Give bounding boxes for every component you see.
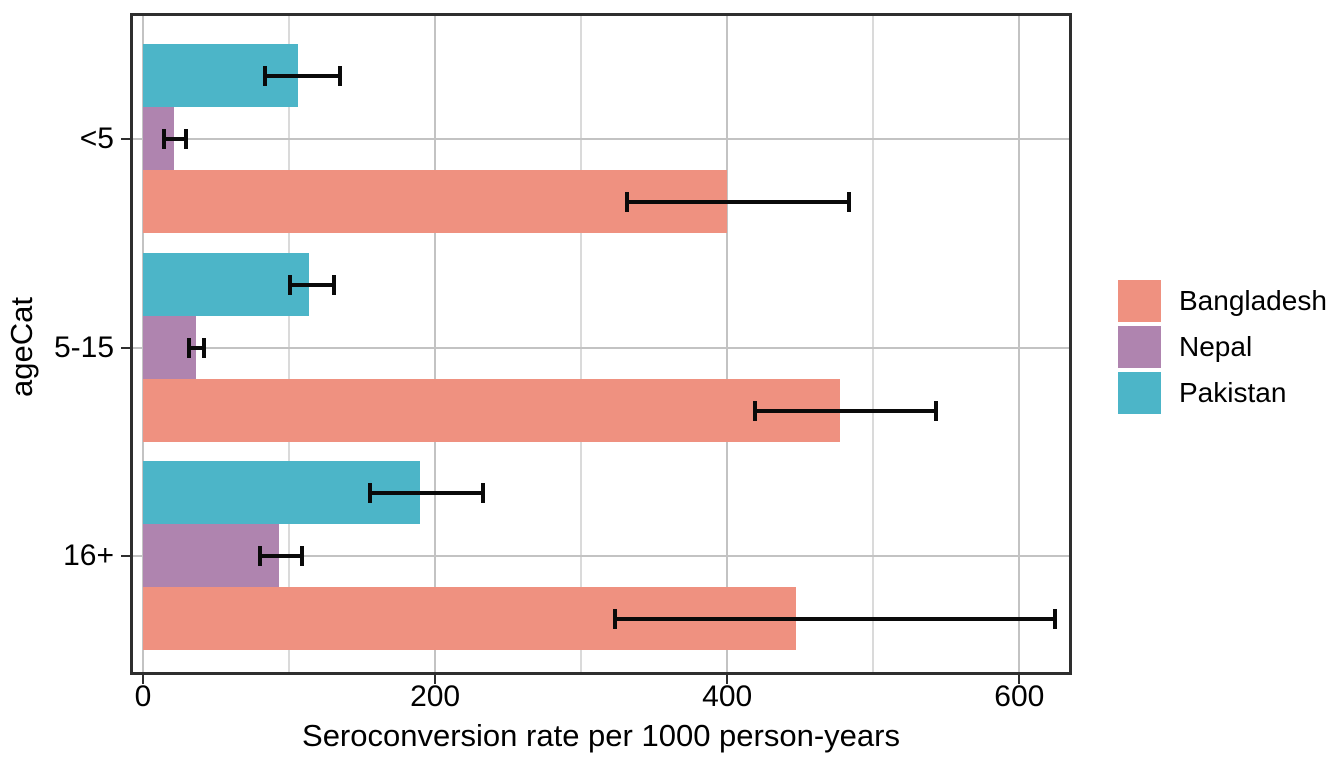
x-tick-label-400: 400	[702, 680, 753, 713]
gridline-major-y-<5	[130, 137, 1072, 140]
x-tick-label-600: 600	[994, 680, 1045, 713]
legend-entry-nepal: Nepal	[1118, 326, 1338, 368]
errorbar-line	[258, 553, 304, 558]
x-tick-600	[1018, 675, 1021, 684]
errorbar-line	[753, 408, 938, 413]
errorbar-cap-low	[258, 545, 263, 566]
legend-swatch-nepal	[1118, 326, 1161, 368]
gridline-minor-x-300	[580, 13, 583, 675]
errorbar-bangladesh-<5	[624, 191, 852, 212]
errorbar-cap-low	[753, 400, 758, 421]
errorbar-line	[161, 136, 189, 141]
legend-swatch-pakistan	[1118, 372, 1161, 414]
y-tick-label-5-15: 5-15	[53, 330, 114, 364]
gridline-major-x-400	[726, 13, 729, 675]
x-tick-200	[434, 675, 437, 684]
errorbar-nepal-5-15	[186, 337, 206, 358]
errorbar-cap-high	[847, 191, 852, 212]
errorbar-cap-high	[201, 337, 206, 358]
legend-label-bangladesh: Bangladesh	[1179, 285, 1327, 316]
bar-nepal-16+	[143, 524, 279, 587]
y-tick-label-<5: <5	[79, 121, 114, 155]
errorbar-bangladesh-16+	[613, 608, 1058, 629]
x-axis-title: Seroconversion rate per 1000 person-year…	[302, 718, 900, 753]
plot-panel	[130, 13, 1072, 675]
bar-nepal-5-15	[143, 316, 196, 379]
gridline-minor-x-500	[872, 13, 875, 675]
errorbar-cap-low	[624, 191, 629, 212]
gridline-major-x-200	[434, 13, 437, 675]
y-tick-label-16+: 16+	[63, 538, 114, 572]
errorbar-pakistan-16+	[367, 482, 485, 503]
errorbar-pakistan-<5	[262, 65, 342, 86]
errorbar-cap-high	[933, 400, 938, 421]
bar-pakistan-5-15	[143, 253, 310, 316]
errorbar-line	[367, 490, 485, 495]
y-tick-5-15	[121, 346, 130, 349]
errorbar-cap-low	[161, 128, 166, 149]
errorbar-nepal-<5	[161, 128, 189, 149]
errorbar-line	[287, 282, 336, 287]
errorbar-bangladesh-5-15	[753, 400, 938, 421]
errorbar-cap-low	[262, 65, 267, 86]
errorbar-pakistan-5-15	[287, 274, 336, 295]
x-tick-0	[142, 675, 144, 684]
errorbar-cap-high	[337, 65, 342, 86]
errorbar-line	[186, 345, 206, 350]
gridline-major-y-16+	[130, 554, 1072, 557]
legend-label-pakistan: Pakistan	[1179, 377, 1287, 408]
bar-bangladesh-5-15	[143, 379, 840, 442]
errorbar-line	[624, 199, 852, 204]
errorbar-cap-low	[287, 274, 292, 295]
legend-entry-bangladesh: Bangladesh	[1118, 280, 1338, 322]
errorbar-cap-low	[186, 337, 191, 358]
errorbar-nepal-16+	[258, 545, 304, 566]
errorbar-cap-low	[367, 482, 372, 503]
x-tick-label-0: 0	[134, 680, 152, 713]
errorbar-cap-low	[613, 608, 618, 629]
x-tick-400	[726, 675, 729, 684]
gridline-major-y-5-15	[130, 346, 1072, 349]
legend-entry-pakistan: Pakistan	[1118, 372, 1338, 414]
y-tick-16+	[121, 554, 130, 557]
errorbar-cap-high	[1053, 608, 1058, 629]
errorbar-cap-high	[331, 274, 336, 295]
errorbar-cap-high	[480, 482, 485, 503]
y-axis-title: ageCat	[4, 297, 39, 397]
legend-swatch-bangladesh	[1118, 280, 1161, 322]
legend-label-nepal: Nepal	[1179, 331, 1253, 362]
errorbar-line	[613, 616, 1058, 621]
y-tick-<5	[121, 137, 130, 140]
x-tick-label-200: 200	[410, 680, 461, 713]
gridline-major-x-600	[1018, 13, 1021, 675]
errorbar-line	[262, 73, 342, 78]
errorbar-cap-high	[299, 545, 304, 566]
gridline-minor-x-100	[288, 13, 291, 675]
errorbar-cap-high	[184, 128, 189, 149]
